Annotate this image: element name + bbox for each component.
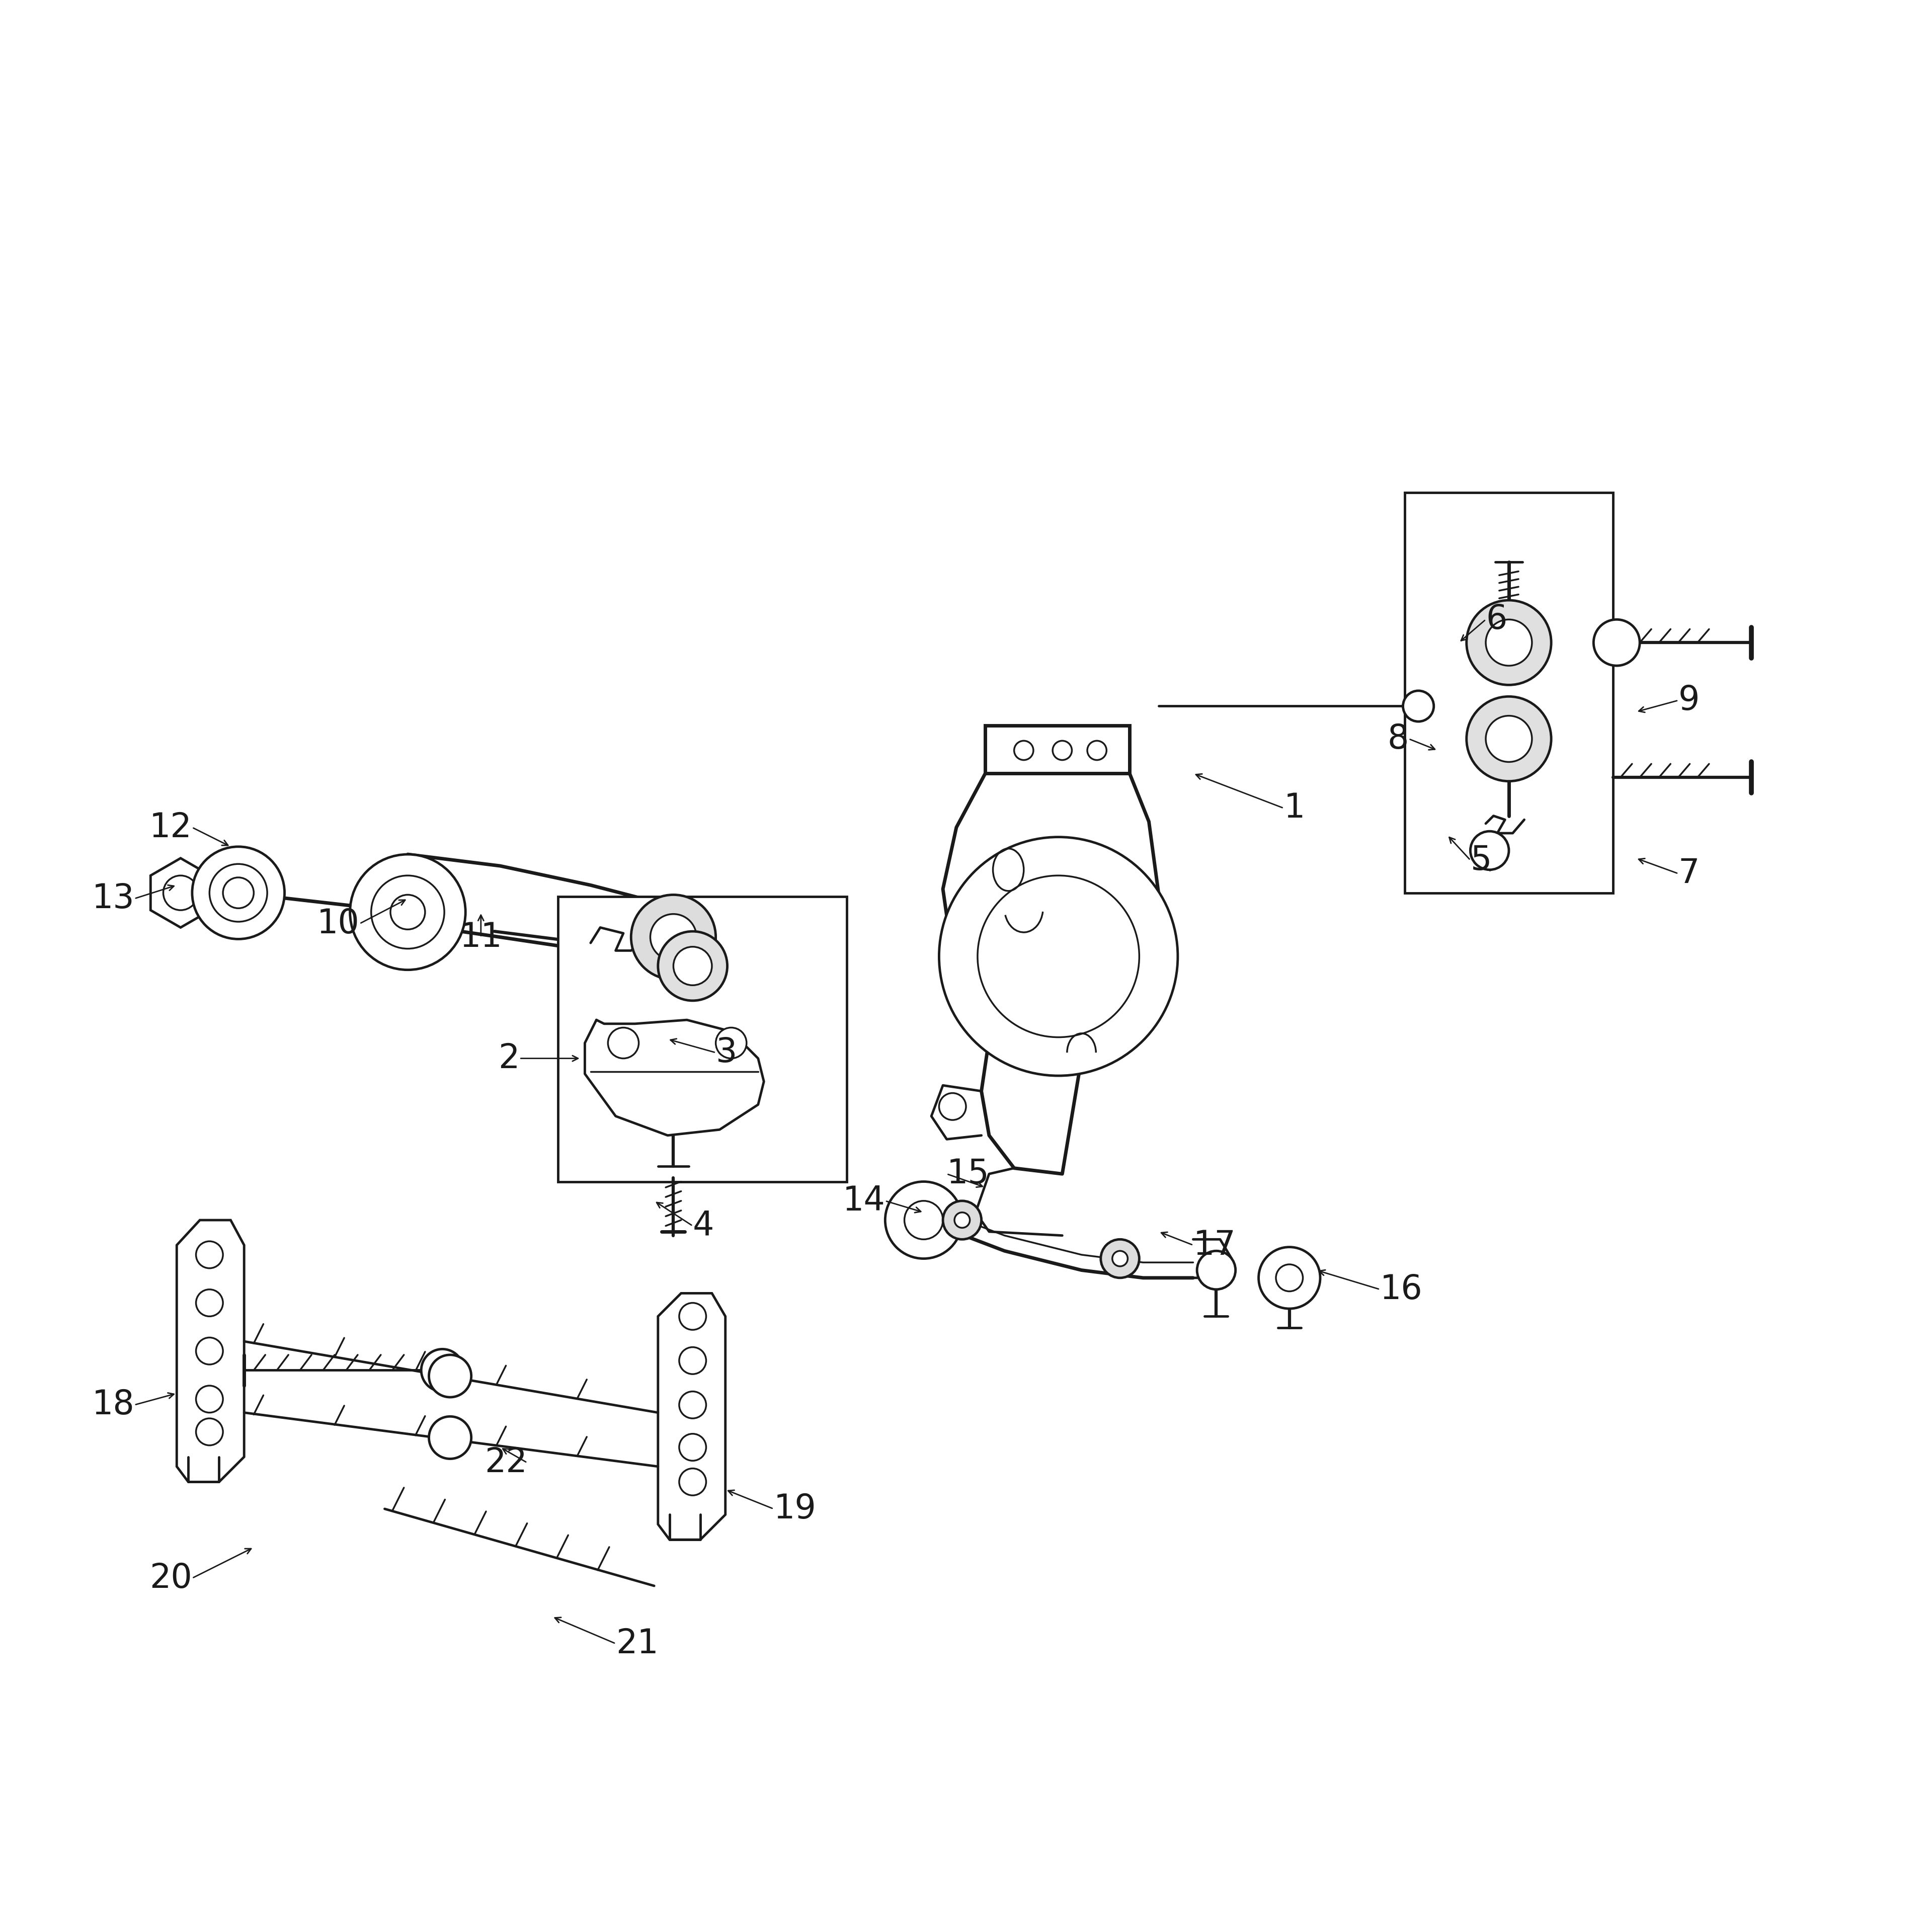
Circle shape	[680, 1468, 705, 1495]
Text: 8: 8	[1387, 723, 1408, 755]
Text: 4: 4	[694, 1209, 715, 1242]
Text: 22: 22	[485, 1445, 527, 1480]
Text: 18: 18	[91, 1389, 135, 1422]
Text: 19: 19	[773, 1492, 815, 1526]
Circle shape	[1113, 1250, 1128, 1265]
Circle shape	[680, 1391, 705, 1418]
Circle shape	[680, 1347, 705, 1374]
Circle shape	[195, 1240, 222, 1267]
Polygon shape	[659, 1293, 725, 1540]
Circle shape	[1486, 715, 1532, 761]
Circle shape	[209, 864, 267, 922]
Circle shape	[939, 1094, 966, 1121]
Circle shape	[195, 1337, 222, 1364]
Circle shape	[659, 931, 726, 1001]
Circle shape	[978, 875, 1140, 1037]
Circle shape	[195, 1418, 222, 1445]
Text: 1: 1	[1283, 792, 1304, 825]
Text: 10: 10	[317, 906, 359, 941]
Circle shape	[350, 854, 466, 970]
Text: 21: 21	[616, 1627, 659, 1660]
Text: 7: 7	[1679, 858, 1700, 891]
Circle shape	[1101, 1238, 1140, 1277]
Circle shape	[191, 846, 284, 939]
Text: 17: 17	[1194, 1229, 1236, 1262]
Circle shape	[609, 1028, 639, 1059]
Circle shape	[164, 875, 197, 910]
Text: 5: 5	[1470, 844, 1492, 877]
Bar	[558, 896, 846, 1182]
Circle shape	[222, 877, 253, 908]
Circle shape	[429, 1416, 471, 1459]
Text: 20: 20	[149, 1561, 191, 1594]
Circle shape	[885, 1182, 962, 1258]
Circle shape	[1470, 831, 1509, 869]
Circle shape	[371, 875, 444, 949]
Circle shape	[674, 947, 711, 985]
Bar	[985, 725, 1130, 773]
Circle shape	[954, 1213, 970, 1229]
Text: 16: 16	[1379, 1273, 1422, 1306]
Circle shape	[1258, 1246, 1320, 1308]
Circle shape	[195, 1289, 222, 1316]
Circle shape	[1198, 1250, 1235, 1289]
Circle shape	[1466, 601, 1551, 686]
Text: 15: 15	[947, 1157, 989, 1190]
Text: 9: 9	[1679, 684, 1700, 717]
Circle shape	[1053, 740, 1072, 759]
Circle shape	[651, 914, 697, 960]
Circle shape	[1014, 740, 1034, 759]
Circle shape	[1466, 697, 1551, 781]
Text: 3: 3	[715, 1036, 738, 1068]
Polygon shape	[151, 858, 211, 927]
Polygon shape	[176, 1221, 243, 1482]
Circle shape	[1403, 692, 1434, 721]
Circle shape	[1088, 740, 1107, 759]
Circle shape	[390, 895, 425, 929]
Circle shape	[680, 1302, 705, 1329]
Text: 11: 11	[460, 920, 502, 954]
Text: 6: 6	[1486, 603, 1507, 636]
Circle shape	[904, 1202, 943, 1238]
Circle shape	[943, 1202, 981, 1238]
Circle shape	[1275, 1264, 1302, 1291]
Text: 13: 13	[91, 883, 135, 916]
Text: 12: 12	[149, 811, 191, 844]
Circle shape	[1486, 620, 1532, 667]
Bar	[1405, 493, 1613, 893]
Circle shape	[195, 1385, 222, 1412]
Circle shape	[939, 837, 1179, 1076]
Circle shape	[670, 933, 715, 980]
Circle shape	[680, 1434, 705, 1461]
Text: 2: 2	[498, 1041, 520, 1074]
Circle shape	[632, 895, 715, 980]
Circle shape	[1594, 620, 1640, 667]
Text: 14: 14	[842, 1184, 885, 1217]
Circle shape	[715, 1028, 746, 1059]
Circle shape	[421, 1349, 464, 1391]
Circle shape	[429, 1354, 471, 1397]
